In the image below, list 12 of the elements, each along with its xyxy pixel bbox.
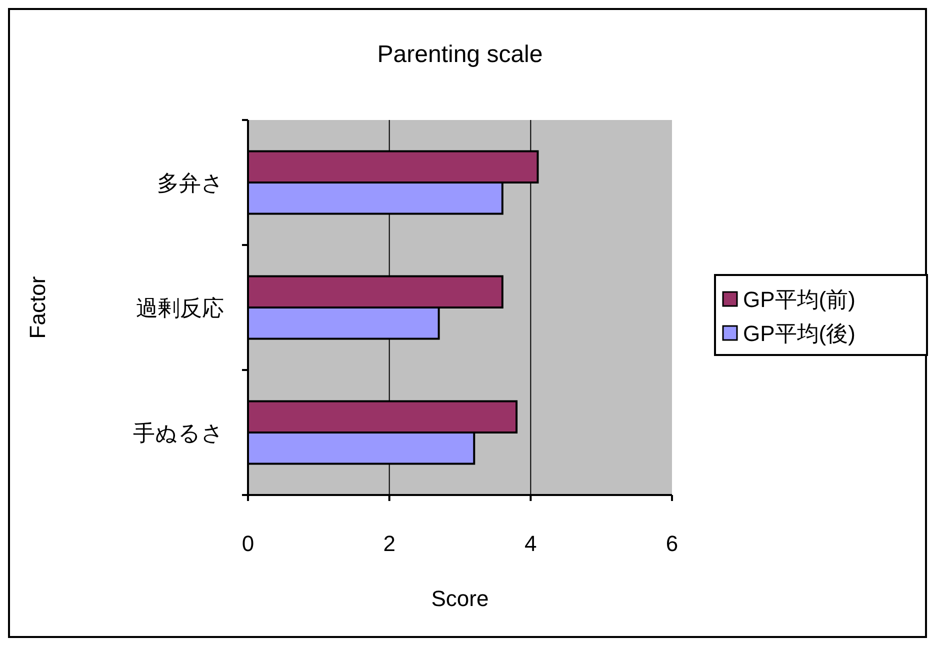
- x-tick-label: 6: [666, 531, 678, 556]
- x-tick-label: 4: [524, 531, 537, 556]
- legend-label: GP平均(後): [743, 321, 856, 346]
- y-axis-title: Factor: [25, 276, 50, 339]
- y-tick-label: 過剰反応: [136, 296, 224, 320]
- y-tick-label: 手ぬるさ: [133, 420, 224, 446]
- x-tick-label: 2: [383, 531, 396, 556]
- x-axis-title: Score: [431, 586, 489, 611]
- x-tick-label: 0: [242, 531, 254, 556]
- legend-label: GP平均(前): [743, 287, 856, 312]
- y-tick-label: 多弁さ: [157, 170, 224, 196]
- chart-title: Parenting scale: [377, 41, 543, 68]
